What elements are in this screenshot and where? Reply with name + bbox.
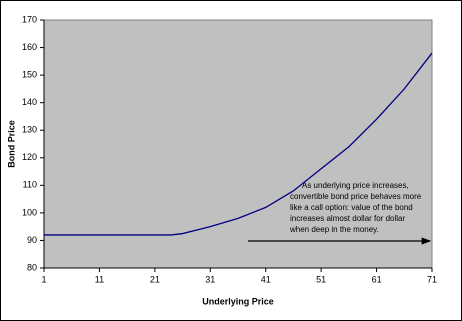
x-tick-label: 71 [427,274,437,284]
y-tick-label: 150 [22,69,37,79]
x-tick-label: 21 [150,274,160,284]
x-tick-label: 51 [316,274,326,284]
x-tick-label: 11 [95,274,104,284]
y-tick-label: 120 [22,152,37,162]
x-tick-label: 1 [41,274,46,284]
plot-background [43,19,433,269]
y-tick-label: 170 [22,14,37,24]
x-tick-label: 41 [261,274,271,284]
annotation-line: As underlying price increases, [302,181,409,190]
y-tick-label: 90 [27,235,37,245]
x-axis-title: Underlying Price [202,296,274,306]
x-tick-label: 31 [205,274,215,284]
y-tick-label: 80 [27,262,37,272]
plot-area [43,19,433,269]
y-tick-label: 160 [22,42,37,52]
annotation-line: when deep in the money. [289,225,379,234]
x-tick-label: 61 [372,274,382,284]
y-tick-label: 130 [22,125,37,135]
y-tick-label: 100 [22,207,37,217]
annotation: As underlying price increases, convertibl… [289,181,422,234]
y-axis-title: Bond Price [6,120,16,168]
annotation-line: like a call option: value of the bond [290,203,413,212]
annotation-line: increases almost dollar for dollar [290,214,405,223]
y-tick-label: 140 [22,97,37,107]
y-tick-label: 110 [23,180,37,190]
data-line [44,52,433,236]
annotation-line: convertible bond price behaves more [290,192,422,201]
